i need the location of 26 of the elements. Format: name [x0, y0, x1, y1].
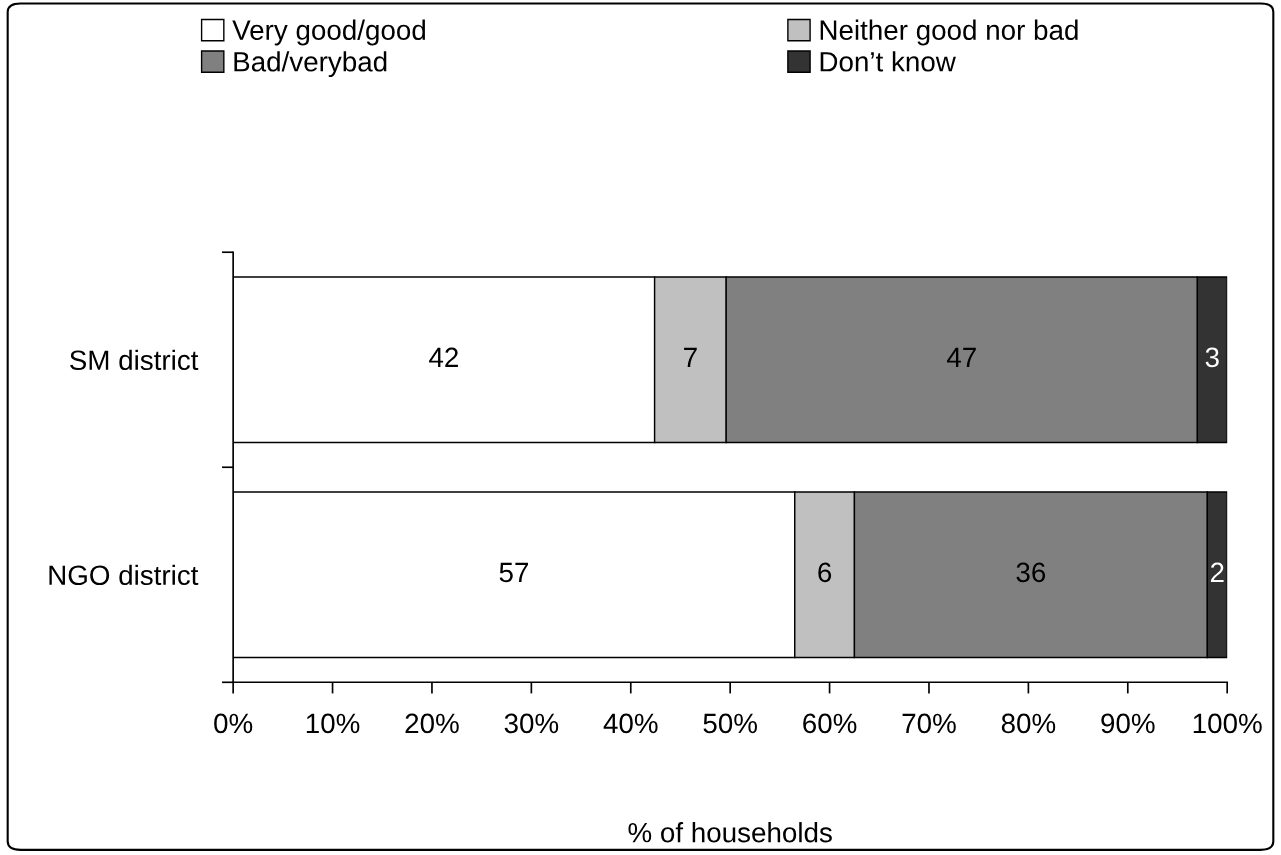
x-tick-label: 60%	[803, 713, 857, 734]
x-tick-label: 20%	[405, 713, 459, 734]
legend-label: Don’t know	[820, 51, 956, 72]
data-label: 36	[1016, 562, 1046, 583]
x-tick-label: 80%	[1001, 713, 1056, 734]
x-tick-label: 70%	[902, 713, 956, 734]
x-tick-label: 50%	[703, 713, 757, 734]
data-label: 47	[946, 347, 976, 367]
data-label: 6	[818, 562, 832, 583]
data-label: 2	[1210, 562, 1224, 582]
x-tick-label: 40%	[603, 713, 658, 734]
legend-label: Bad/verybad	[234, 51, 387, 78]
x-tick-label: 90%	[1101, 713, 1155, 734]
data-label: 42	[429, 347, 458, 367]
legend-label: Neither good nor bad	[820, 19, 1078, 46]
y-tick-label: SM district	[70, 349, 199, 371]
y-tick-label: NGO district	[49, 564, 199, 586]
data-label: 7	[684, 347, 697, 367]
x-tick-label: 30%	[504, 713, 559, 734]
x-axis-title: % of households	[628, 822, 832, 843]
x-tick-label: 10%	[306, 713, 360, 734]
data-label: 57	[499, 562, 529, 583]
x-tick-label: 0%	[214, 713, 253, 734]
data-label: 3	[1205, 347, 1219, 368]
x-tick-label: 100%	[1193, 713, 1262, 734]
legend-label: Very good/good	[232, 19, 425, 46]
